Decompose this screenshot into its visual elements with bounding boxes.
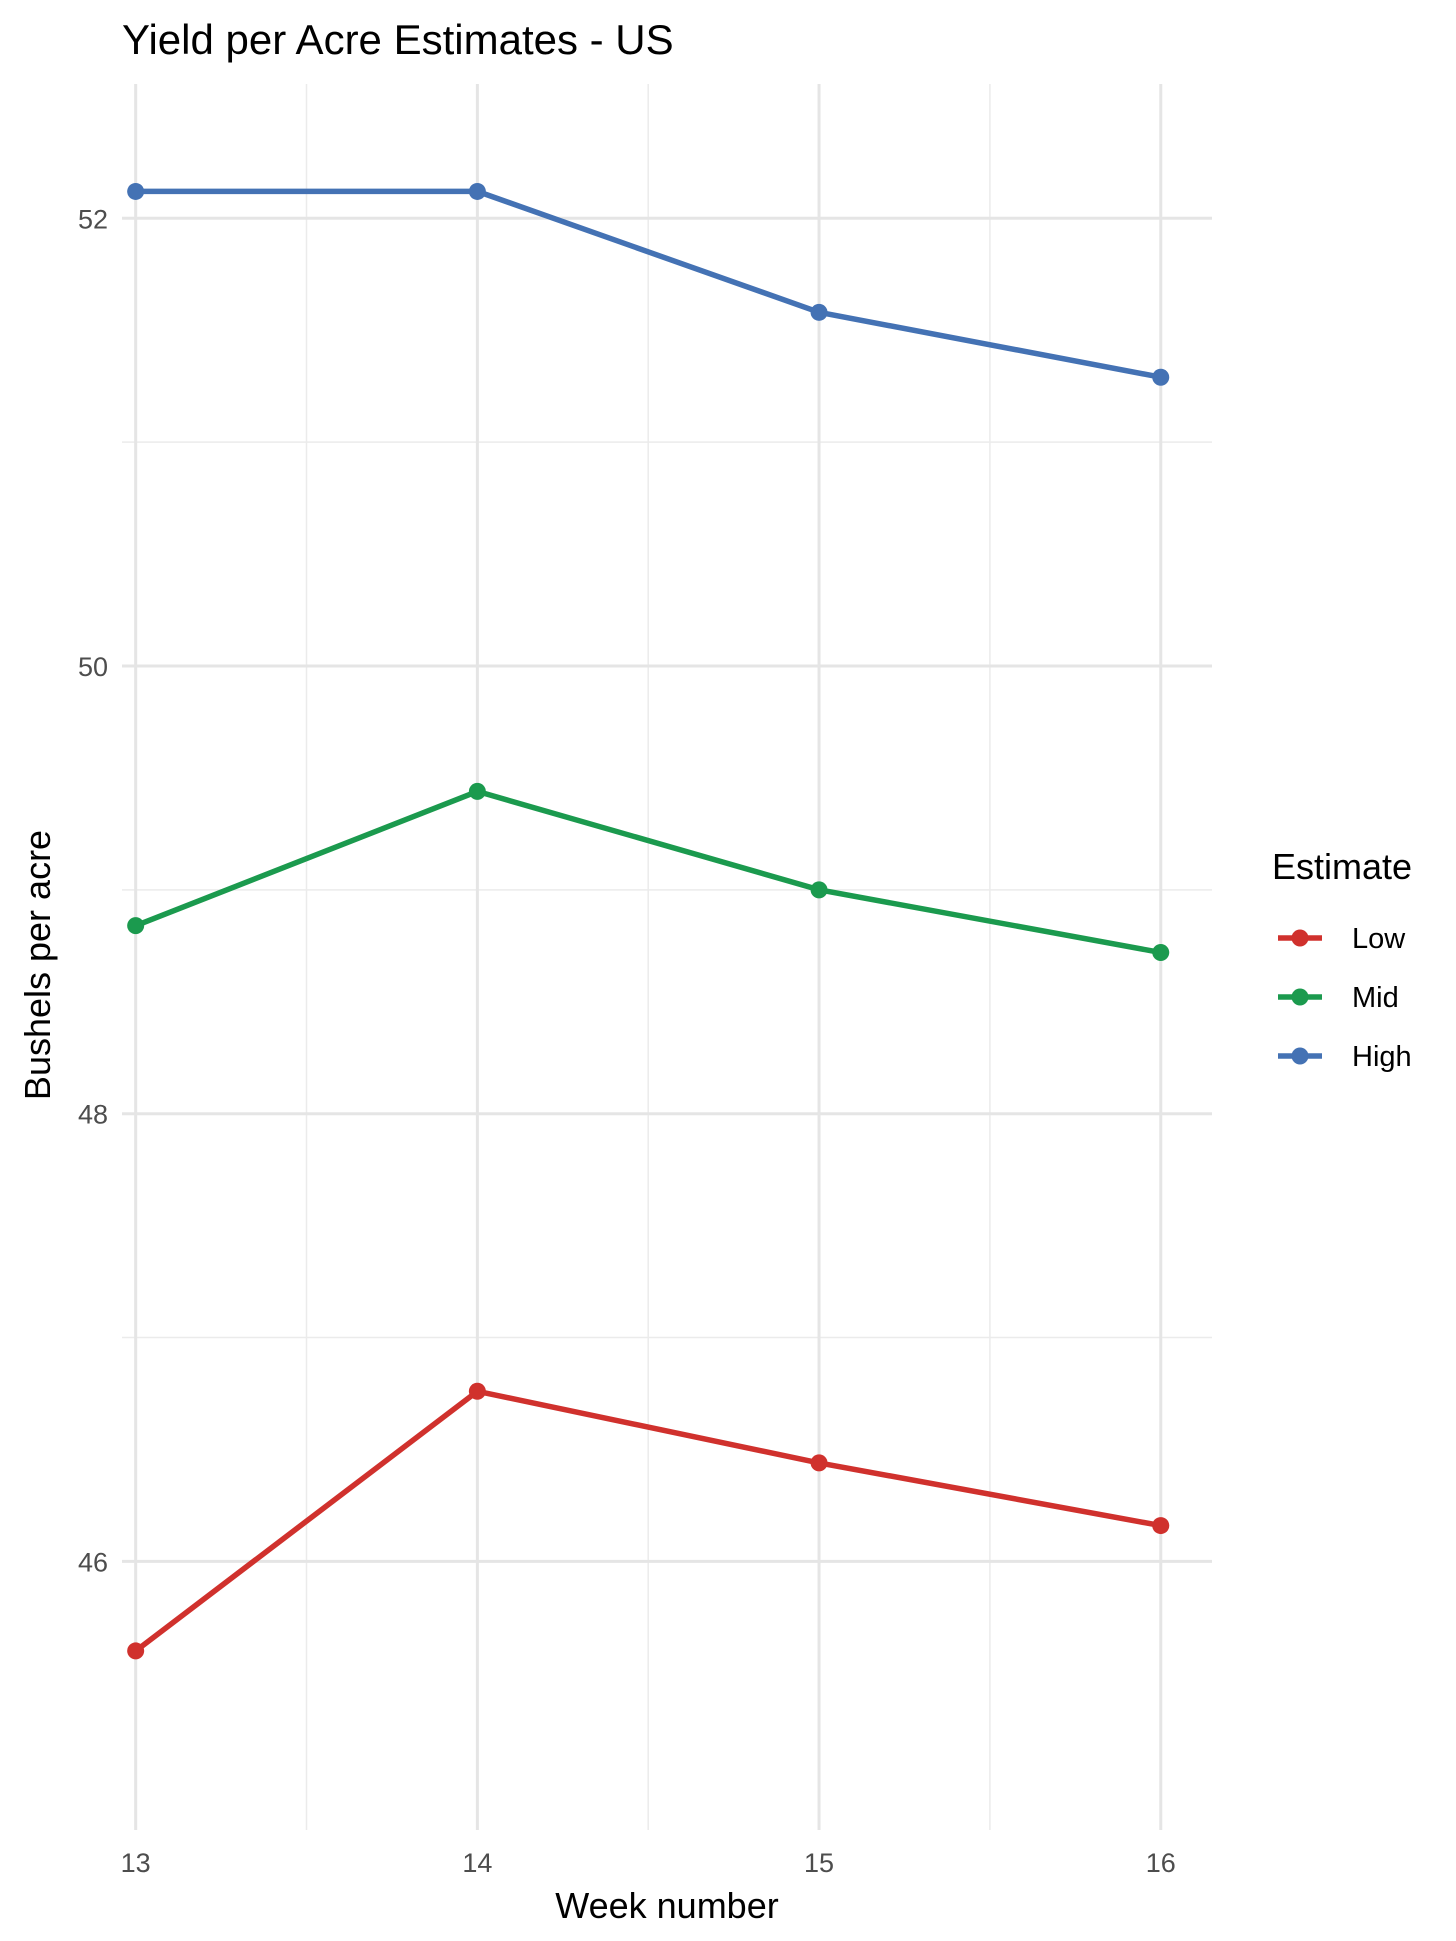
data-point-high — [1152, 368, 1170, 386]
data-point-mid — [1152, 944, 1170, 962]
legend-label: Low — [1352, 923, 1406, 955]
y-axis-title: Bushels per acre — [17, 830, 58, 1100]
x-axis-title: Week number — [555, 1885, 778, 1926]
data-point-low — [810, 1454, 828, 1472]
legend-key-point — [1291, 988, 1309, 1006]
legend-item-low: Low — [1278, 923, 1406, 955]
y-tick-label: 46 — [78, 1547, 108, 1577]
data-point-mid — [127, 917, 145, 935]
y-tick-label: 50 — [78, 652, 108, 682]
series-line-mid — [132, 788, 1164, 956]
data-point-high — [127, 182, 145, 200]
data-point-low — [1152, 1517, 1170, 1535]
legend: Estimate Low Mid High — [1272, 846, 1412, 1073]
data-point-high — [810, 303, 828, 321]
data-point-mid — [810, 881, 828, 899]
series-lines — [127, 182, 1170, 1660]
tick-labels: 13 14 15 16 46 48 50 52 — [78, 204, 1176, 1878]
y-tick-label: 48 — [78, 1100, 108, 1130]
legend-title: Estimate — [1272, 846, 1412, 887]
x-tick-label: 16 — [1146, 1848, 1176, 1878]
data-point-mid — [468, 782, 486, 800]
series-line-low — [132, 1388, 1164, 1654]
grid-lines — [122, 84, 1212, 1830]
data-point-low — [127, 1642, 145, 1660]
legend-item-mid: Mid — [1278, 982, 1399, 1014]
data-point-low — [468, 1382, 486, 1400]
x-tick-label: 14 — [462, 1848, 492, 1878]
legend-key-point — [1291, 1047, 1309, 1065]
x-tick-label: 13 — [121, 1848, 151, 1878]
legend-item-high: High — [1278, 1041, 1412, 1073]
legend-key-point — [1291, 929, 1309, 947]
y-tick-label: 52 — [78, 204, 108, 234]
series-line-high — [132, 188, 1164, 380]
legend-label: High — [1352, 1041, 1412, 1073]
chart-title: Yield per Acre Estimates - US — [122, 16, 674, 63]
data-point-high — [468, 182, 486, 200]
x-tick-label: 15 — [804, 1848, 834, 1878]
legend-label: Mid — [1352, 982, 1399, 1014]
